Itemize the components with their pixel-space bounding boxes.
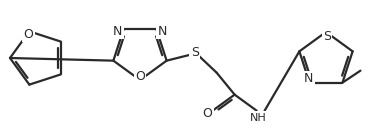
Text: NH: NH xyxy=(250,113,267,123)
Text: S: S xyxy=(323,29,331,43)
Text: O: O xyxy=(23,28,33,41)
Text: N: N xyxy=(304,72,313,85)
Text: O: O xyxy=(135,70,145,82)
Text: N: N xyxy=(158,25,167,38)
Text: O: O xyxy=(203,107,212,120)
Text: S: S xyxy=(191,46,198,59)
Text: N: N xyxy=(113,25,122,38)
